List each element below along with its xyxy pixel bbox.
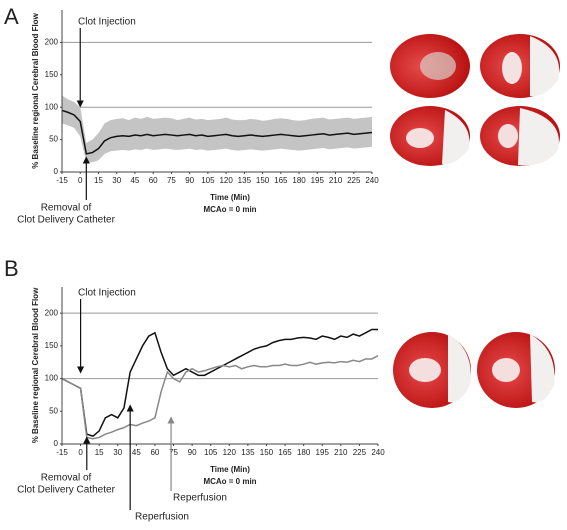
annotation: Reperfusion — [135, 512, 189, 523]
x-tick-label: -15 — [56, 176, 68, 185]
x-tick-label: 135 — [238, 176, 252, 185]
x-tick-label: 180 — [292, 176, 306, 185]
x-tick-label: 15 — [95, 448, 104, 457]
y-tick-label: 50 — [49, 406, 58, 415]
brain-slice — [480, 106, 560, 166]
brain-slice — [480, 34, 560, 98]
x-tick-label: 195 — [316, 448, 330, 457]
x-tick-label: 180 — [297, 448, 311, 457]
annotation: Reperfusion — [173, 493, 227, 504]
x-tick-label: 225 — [347, 176, 361, 185]
data-line — [61, 328, 378, 437]
x-tick-label: 165 — [274, 176, 288, 185]
x-tick-label: 15 — [94, 176, 103, 185]
y-tick-label: 0 — [54, 439, 59, 448]
x-tick-label: 120 — [223, 448, 237, 457]
y-axis-label: % Baseline regional Cerebral Blood Flow — [31, 12, 40, 168]
x-tick-label: 30 — [113, 448, 122, 457]
x-tick-label: 210 — [334, 448, 348, 457]
x-tick-label: 45 — [132, 448, 141, 457]
x-tick-label: 0 — [78, 448, 83, 457]
panel-letter: B — [4, 256, 19, 281]
panel-letter: A — [4, 4, 19, 29]
annotation: Clot Delivery Catheter — [17, 215, 115, 226]
x-tick-label: 60 — [150, 448, 159, 457]
brain-slice — [390, 34, 470, 98]
y-axis-label: % Baseline regional Cerebral Blood Flow — [31, 287, 40, 443]
brain-slice — [390, 106, 470, 166]
x-tick-label: 195 — [311, 176, 325, 185]
y-tick-label: 200 — [45, 308, 59, 317]
y-tick-label: 100 — [45, 374, 59, 383]
x-tick-label: 150 — [260, 448, 274, 457]
y-tick-label: 50 — [49, 135, 58, 144]
annotation: Clot Injection — [78, 288, 136, 299]
y-tick-label: 0 — [54, 167, 59, 176]
data-line — [61, 355, 379, 440]
x-tick-label: 105 — [201, 176, 215, 185]
x-axis-label: Time (Min) — [210, 193, 250, 202]
x-tick-label: 60 — [149, 176, 158, 185]
x-tick-label: 120 — [219, 176, 233, 185]
x-tick-label: 135 — [241, 448, 255, 457]
x-tick-label: 105 — [204, 448, 218, 457]
note: MCAo = 0 min — [203, 477, 256, 486]
x-tick-label: 210 — [329, 176, 343, 185]
x-tick-label: 30 — [112, 176, 121, 185]
y-tick-label: 150 — [45, 70, 59, 79]
x-tick-label: 150 — [256, 176, 270, 185]
x-tick-label: 75 — [169, 448, 178, 457]
x-tick-label: -15 — [56, 448, 68, 457]
x-tick-label: 45 — [130, 176, 139, 185]
brain-images — [390, 34, 560, 408]
y-tick-label: 100 — [45, 102, 59, 111]
note: MCAo = 0 min — [203, 205, 256, 214]
brain-slice — [393, 332, 471, 408]
annotation: Clot Delivery Catheter — [17, 485, 115, 496]
annotation: Removal of — [41, 473, 92, 484]
data-line — [61, 109, 373, 155]
brain-slice — [477, 332, 555, 408]
annotation: Removal of — [41, 203, 92, 214]
x-tick-label: 90 — [185, 176, 194, 185]
x-tick-label: 75 — [167, 176, 176, 185]
x-axis-label: Time (Min) — [210, 465, 250, 474]
x-tick-label: 240 — [365, 176, 379, 185]
x-tick-label: 90 — [188, 448, 197, 457]
y-tick-label: 200 — [45, 38, 59, 47]
annotation: Clot Injection — [78, 17, 136, 28]
sd-band — [62, 95, 372, 163]
x-tick-label: 225 — [353, 448, 367, 457]
x-tick-label: 240 — [371, 448, 385, 457]
x-tick-label: 0 — [78, 176, 83, 185]
x-tick-label: 165 — [278, 448, 292, 457]
y-tick-label: 150 — [45, 341, 59, 350]
